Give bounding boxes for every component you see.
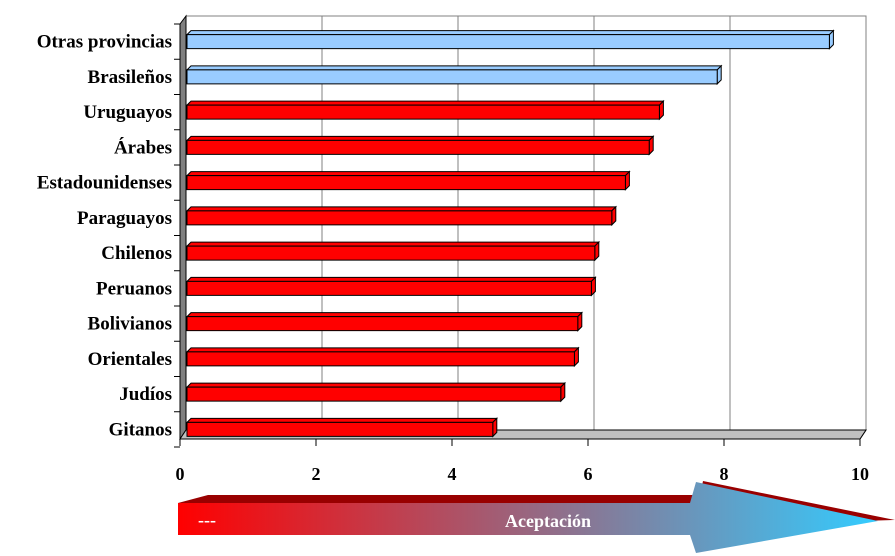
bar-end-face (590, 276, 596, 297)
bar-top-face (185, 30, 835, 36)
x-tick-label: 6 (584, 464, 593, 484)
bar (185, 381, 567, 403)
category-label: Gitanos (109, 419, 172, 440)
x-tick-label: 4 (448, 464, 457, 484)
bar-top-face (185, 100, 665, 106)
x-tick-label: 8 (720, 464, 729, 484)
bar-front-face (186, 280, 592, 296)
bar (185, 99, 665, 121)
left-wall (179, 14, 187, 441)
x-ticks (179, 439, 861, 446)
bar (185, 311, 584, 332)
bar-front-face (186, 34, 830, 50)
category-label: Otras provincias (37, 32, 172, 53)
bar-end-face (648, 135, 654, 156)
bar-top-face (185, 382, 567, 388)
bar-front-face (186, 104, 660, 120)
acceptance-arrow: --- Aceptación (178, 481, 895, 553)
bar-front-face (186, 386, 562, 402)
bar (185, 205, 618, 227)
bar-end-face (560, 381, 566, 403)
category-label: Árabes (114, 136, 172, 158)
bar (185, 417, 499, 438)
bar-top-face (185, 135, 655, 141)
arrow-right-text: Aceptación (505, 511, 591, 531)
bar (185, 135, 655, 156)
bar-top-face (185, 206, 618, 212)
bar-top-face (185, 65, 723, 71)
category-label: Estadounidenses (37, 173, 172, 194)
bar-top-face (185, 347, 580, 353)
category-labels: Otras provincias Brasileños Uruguayos Árabe… (37, 32, 172, 441)
bar-top-face (185, 171, 631, 177)
bar-front-face (186, 316, 579, 332)
category-label: Judíos (119, 384, 172, 405)
bar-top-face (185, 241, 601, 247)
bar-top-face (185, 276, 597, 282)
category-label: Orientales (88, 349, 172, 370)
category-label: Paraguayos (77, 208, 172, 229)
arrow-body (178, 482, 878, 553)
bar-end-face (577, 311, 583, 332)
bar-end-face (716, 64, 722, 86)
bar-front-face (186, 210, 613, 226)
bar-end-face (658, 99, 664, 121)
bar-end-face (594, 240, 600, 262)
x-tick-label: 2 (312, 464, 321, 484)
bar-front-face (186, 245, 596, 261)
x-tick-label: 10 (851, 464, 869, 484)
bars (185, 29, 835, 438)
bar (185, 346, 580, 368)
bar-front-face (186, 175, 626, 191)
bar-top-face (185, 312, 584, 318)
bar-top-face (185, 417, 499, 423)
bar-end-face (828, 29, 834, 50)
bar-end-face (611, 205, 617, 227)
x-tick-label: 0 (176, 464, 185, 484)
bar-front-face (186, 69, 718, 85)
category-label: Bolivianos (88, 314, 172, 335)
bar-end-face (624, 170, 630, 191)
bar-end-face (573, 346, 579, 368)
bar (185, 170, 631, 191)
bar-front-face (186, 139, 650, 155)
category-label: Chilenos (101, 243, 172, 264)
y-ticks (174, 23, 180, 448)
bar (185, 64, 723, 86)
bar-front-face (186, 421, 494, 437)
x-tick-labels: 0 2 4 6 8 10 (176, 464, 870, 484)
bar (185, 276, 597, 297)
category-label: Brasileños (88, 67, 172, 88)
category-label: Uruguayos (83, 102, 172, 123)
category-label: Peruanos (96, 278, 172, 299)
bar-end-face (492, 417, 498, 438)
bar-front-face (186, 351, 575, 367)
bar (185, 29, 835, 50)
arrow-left-text: --- (198, 510, 216, 530)
bar (185, 240, 601, 262)
